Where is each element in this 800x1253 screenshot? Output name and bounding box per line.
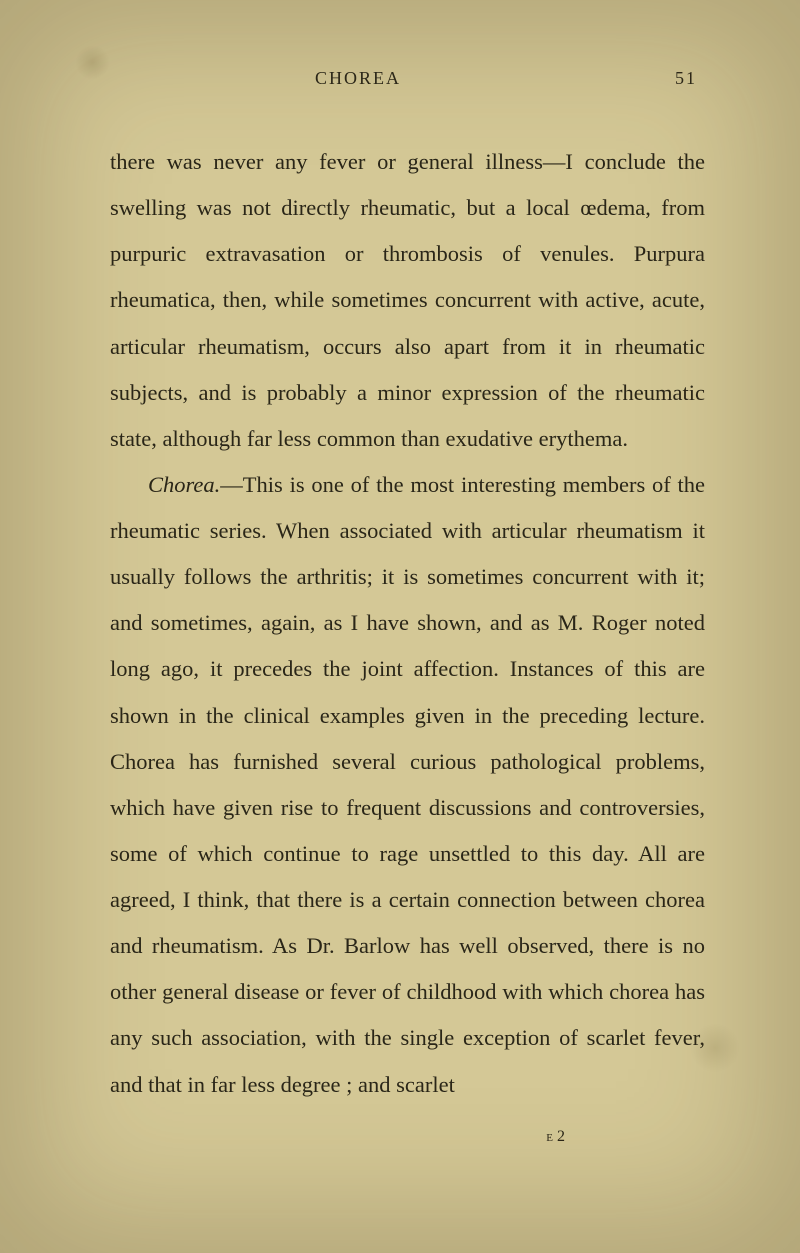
body-text: there was never any fever or general ill… [110,139,705,1108]
header-title: CHOREA [315,68,401,89]
page-number: 51 [675,68,697,89]
paragraph-2-rest: —This is one of the most interesting mem… [110,472,705,1097]
paragraph-2: Chorea.—This is one of the most interest… [110,462,705,1108]
page-header: CHOREA 51 [110,68,705,89]
signature-mark: e 2 [546,1128,565,1145]
page-footer: e 2 [110,1128,705,1146]
page-container: CHOREA 51 there was never any fever or g… [0,0,800,1196]
paragraph-1: there was never any fever or general ill… [110,139,705,462]
chorea-lead: Chorea. [148,472,220,497]
